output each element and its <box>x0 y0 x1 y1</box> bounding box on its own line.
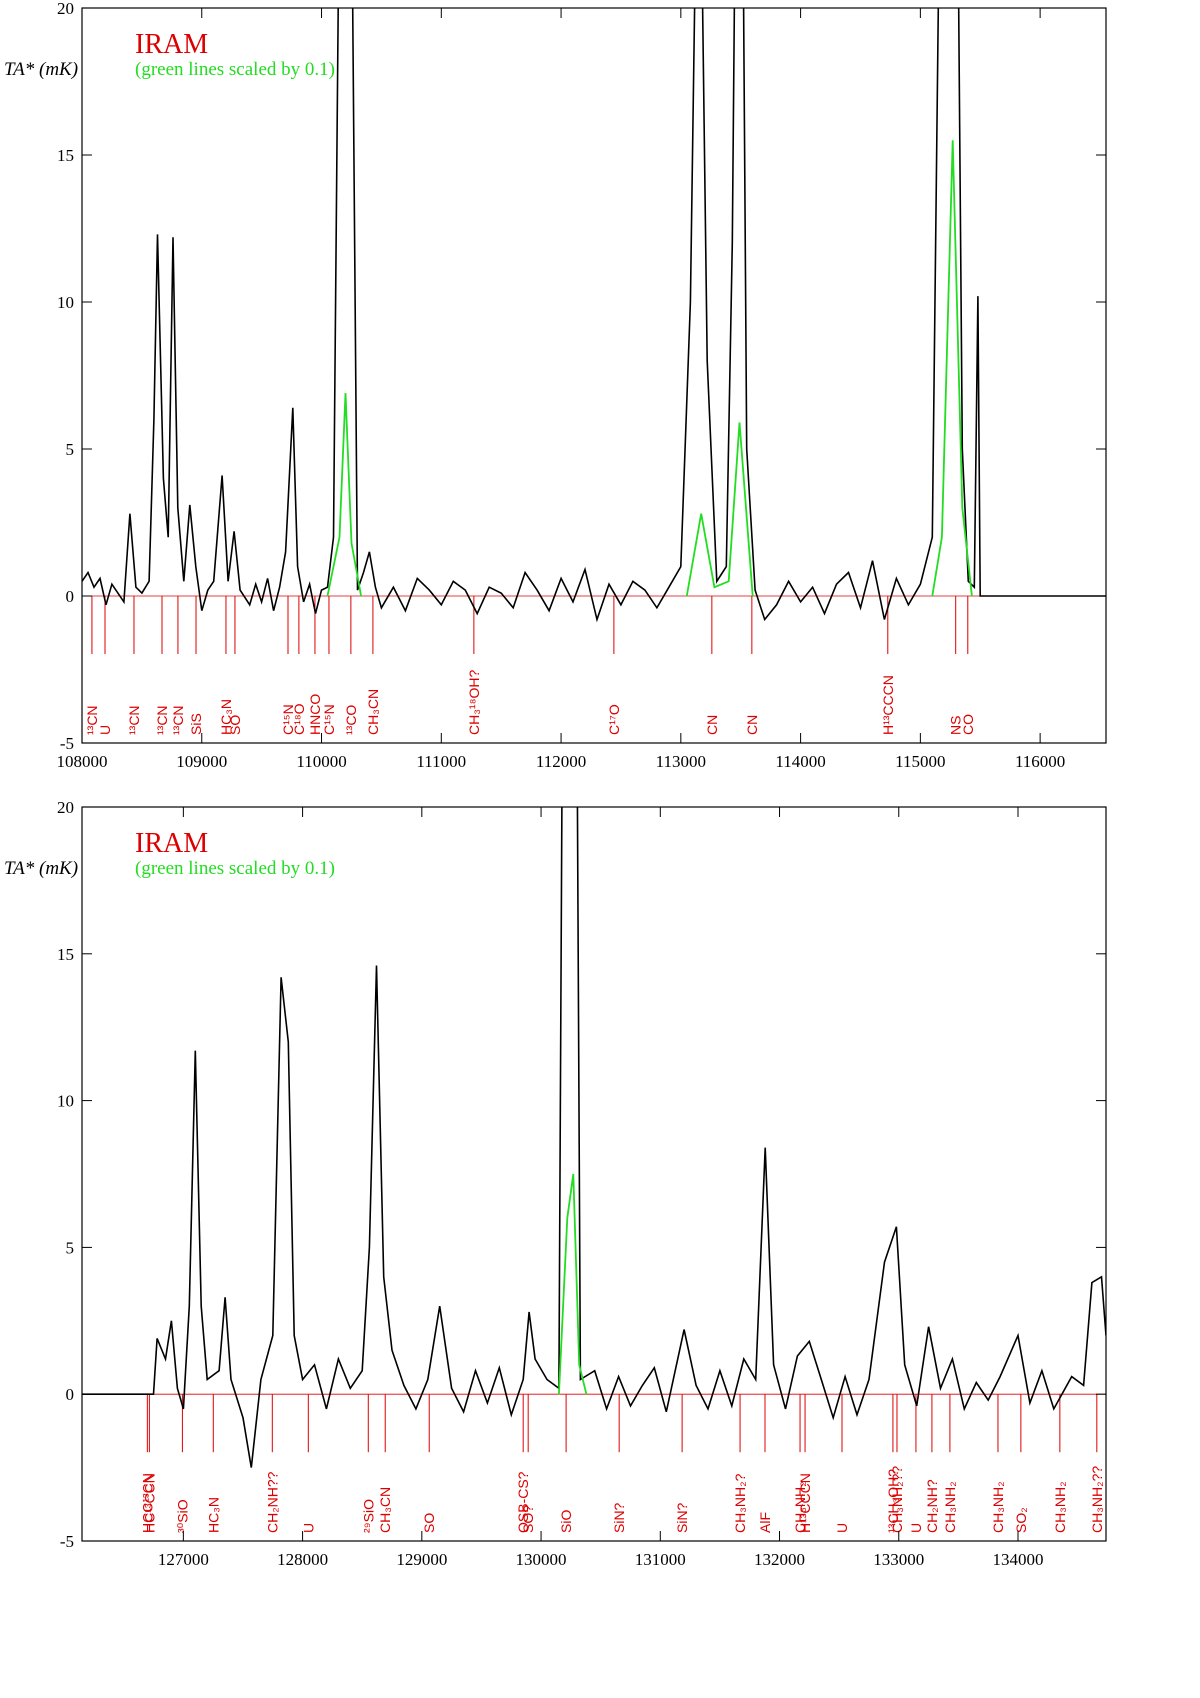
line-label: C¹⁸O <box>291 703 307 735</box>
line-label: CH₃NH₂ <box>990 1481 1006 1533</box>
x-tick-label: 115000 <box>895 752 945 771</box>
line-label: U <box>97 725 113 735</box>
frame <box>81 7 1107 744</box>
line-label: NS <box>948 716 964 735</box>
y-tick-label: 20 <box>57 0 74 18</box>
line-label: SO? <box>520 1505 536 1533</box>
line-label: CH₃NH₂ <box>792 1481 808 1533</box>
spectrum <box>82 8 1106 623</box>
line-label: CH₃CN <box>365 689 381 735</box>
line-label: C¹⁷O <box>606 704 622 735</box>
line-label: HNCO <box>307 694 323 735</box>
line-label: H¹³CCCN <box>880 675 896 735</box>
line-label: CH₃NH₂ <box>942 1481 958 1533</box>
line-label: U <box>908 1523 924 1533</box>
line-label: CH₃NH₂?? <box>889 1466 905 1533</box>
y-tick-label: 15 <box>57 146 74 165</box>
spectrum <box>558 1173 588 1395</box>
line-label: ³⁰SiO <box>174 1499 190 1533</box>
line-label: SiS <box>188 713 204 735</box>
line-label: ¹³CN <box>126 705 142 735</box>
x-tick-label: 110000 <box>296 752 346 771</box>
y-tick-label: 10 <box>57 1092 74 1111</box>
line-label: AlF <box>757 1512 773 1533</box>
line-label: HCC¹³CN <box>139 1473 155 1533</box>
line-label: SiN? <box>674 1502 690 1533</box>
y-axis-label: TA* (mK) <box>4 59 78 80</box>
line-label: U <box>834 1523 850 1533</box>
line-label: H¹³CCCN <box>797 1473 813 1533</box>
line-label: CN <box>744 715 760 735</box>
x-tick-label: 134000 <box>993 1550 1044 1569</box>
frame <box>81 806 1107 1542</box>
line-label: SiN? <box>611 1502 627 1533</box>
x-tick-label: 130000 <box>516 1550 567 1569</box>
line-label: CN <box>704 715 720 735</box>
spectrum <box>82 807 1106 1468</box>
x-tick-label: 128000 <box>277 1550 328 1569</box>
x-tick-label: 109000 <box>176 752 227 771</box>
x-tick-label: 113000 <box>656 752 706 771</box>
line-label: CH₂NH? <box>924 1479 940 1533</box>
chart-subtitle: (green lines scaled by 0.1) <box>135 59 335 80</box>
x-tick-label: 116000 <box>1015 752 1065 771</box>
line-label: ¹³CN <box>84 705 100 735</box>
line-label: OSB-CS? <box>515 1471 531 1533</box>
x-tick-label: 108000 <box>57 752 108 771</box>
y-tick-label: 10 <box>57 293 74 312</box>
plot <box>82 807 1106 1468</box>
x-tick-label: 114000 <box>775 752 825 771</box>
line-label: HC¹³CCN <box>141 1473 157 1533</box>
line-label: C¹⁵N <box>321 704 337 735</box>
line-label: HC₃N <box>218 699 234 735</box>
x-tick-label: 127000 <box>158 1550 209 1569</box>
line-label: ¹³CH₃OH? <box>885 1469 901 1533</box>
chart-title: IRAM <box>135 828 208 859</box>
x-tick-label: 133000 <box>873 1550 924 1569</box>
line-label: U <box>300 1523 316 1533</box>
x-tick-label: 132000 <box>754 1550 805 1569</box>
line-label: CH₃NH₂?? <box>1089 1466 1105 1533</box>
y-tick-label: 20 <box>57 798 74 817</box>
line-label: SO₂ <box>1013 1507 1029 1533</box>
x-tick-label: 112000 <box>536 752 586 771</box>
y-axis-label: TA* (mK) <box>4 858 78 879</box>
line-label: CO <box>960 714 976 735</box>
line-label: SO <box>421 1513 437 1533</box>
y-tick-label: 5 <box>66 440 75 459</box>
plot <box>82 8 1106 654</box>
y-tick-label: -5 <box>60 1532 74 1551</box>
line-label: CH₃NH₂? <box>732 1473 748 1533</box>
line-label: ¹³CN <box>170 705 186 735</box>
x-tick-label: 131000 <box>635 1550 686 1569</box>
y-tick-label: -5 <box>60 734 74 753</box>
line-label: ¹³CO <box>343 705 359 735</box>
x-tick-label: 129000 <box>396 1550 447 1569</box>
line-label: ¹³CN <box>154 705 170 735</box>
line-label: ²⁹SiO <box>360 1499 376 1533</box>
y-tick-label: 5 <box>66 1238 75 1257</box>
line-label: CH₃CN <box>377 1487 393 1533</box>
line-label: CH₂NH?? <box>264 1471 280 1533</box>
line-label: SO <box>227 715 243 735</box>
line-label: HC₃N <box>205 1497 221 1533</box>
spectrum <box>326 140 973 597</box>
line-label: CH₃¹⁸OH? <box>466 670 482 735</box>
y-tick-label: 0 <box>66 587 75 606</box>
x-tick-label: 111000 <box>416 752 466 771</box>
line-label: C¹⁵N <box>280 704 296 735</box>
chart-title: IRAM <box>135 29 208 60</box>
line-label: SiO <box>558 1510 574 1533</box>
y-tick-label: 0 <box>66 1385 75 1404</box>
y-tick-label: 15 <box>57 945 74 964</box>
line-label: CH₃NH₂ <box>1052 1481 1068 1533</box>
chart-subtitle: (green lines scaled by 0.1) <box>135 858 335 879</box>
